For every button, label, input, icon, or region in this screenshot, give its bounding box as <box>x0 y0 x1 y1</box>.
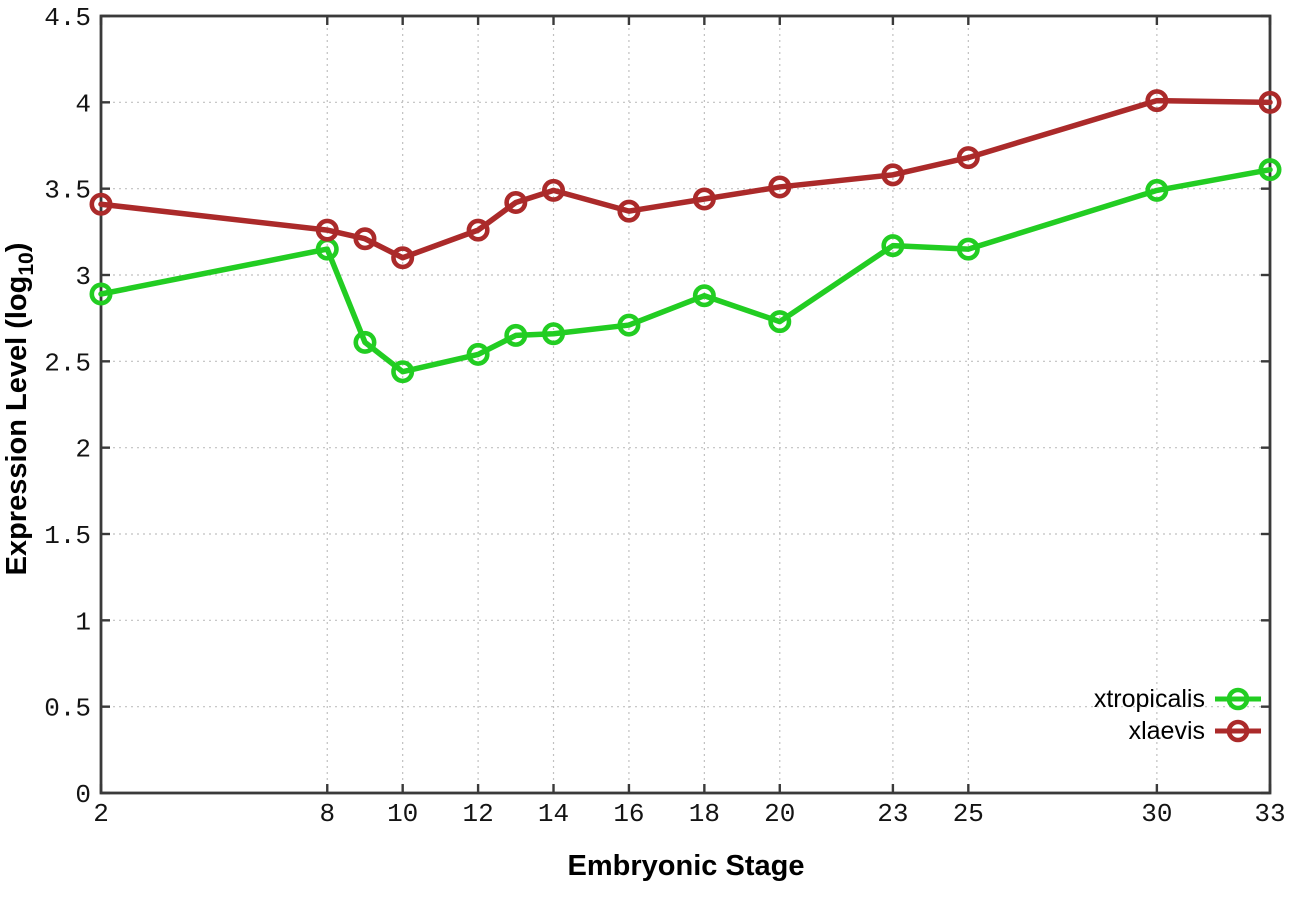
data-point-xtropicalis <box>692 284 716 308</box>
data-point-xtropicalis <box>1145 178 1169 202</box>
y-tick-label: 0.5 <box>44 694 91 724</box>
series-line-xlaevis <box>98 97 1273 261</box>
legend-marker-xtropicalis-icon <box>1215 687 1261 711</box>
y-axis-title-subscript: 10 <box>15 252 38 276</box>
x-tick-label: 33 <box>1254 799 1285 829</box>
data-point-xlaevis <box>1258 90 1282 114</box>
data-point-xlaevis <box>881 163 905 187</box>
y-tick-label: 4.5 <box>44 3 91 33</box>
data-point-xtropicalis <box>542 322 566 346</box>
y-tick-label: 1.5 <box>44 521 91 551</box>
data-point-xtropicalis <box>881 234 905 258</box>
data-point-xlaevis <box>768 175 792 199</box>
data-point-xlaevis <box>542 178 566 202</box>
y-tick-label: 2.5 <box>44 348 91 378</box>
data-point-xlaevis <box>504 190 528 214</box>
x-tick-label: 2 <box>93 799 109 829</box>
data-point-xtropicalis <box>504 323 528 347</box>
x-tick-label: 20 <box>764 799 795 829</box>
legend-item-xtropicalis: xtropicalis <box>1094 685 1262 713</box>
y-axis-title-text: Expression Level (log <box>1 275 33 576</box>
data-point-xlaevis <box>353 227 377 251</box>
data-point-xlaevis <box>466 218 490 242</box>
data-point-xlaevis <box>956 146 980 170</box>
y-tick-label: 1 <box>75 607 91 637</box>
x-tick-label: 8 <box>319 799 335 829</box>
y-tick-label: 3 <box>75 262 91 292</box>
x-tick-label: 23 <box>877 799 908 829</box>
x-tick-label: 10 <box>387 799 418 829</box>
plot-border <box>99 14 1272 795</box>
x-tick-label: 25 <box>953 799 984 829</box>
y-tick-label: 0 <box>75 780 91 810</box>
legend-label-xlaevis: xlaevis <box>1128 717 1205 745</box>
data-point-xtropicalis <box>956 237 980 261</box>
data-point-xtropicalis <box>353 330 377 354</box>
legend-item-xlaevis: xlaevis <box>1129 717 1262 745</box>
y-tick-label: 4 <box>75 89 91 119</box>
legend-label-xtropicalis: xtropicalis <box>1093 685 1205 713</box>
data-point-xtropicalis <box>1258 158 1282 182</box>
y-tick-label: 3.5 <box>44 176 91 206</box>
data-point-xlaevis <box>89 192 113 216</box>
x-tick-label: 30 <box>1141 799 1172 829</box>
x-tick-label: 14 <box>538 799 569 829</box>
y-tick-label: 2 <box>75 435 91 465</box>
data-point-xlaevis <box>617 199 641 223</box>
data-point-xlaevis <box>1145 89 1169 113</box>
x-tick-label: 18 <box>689 799 720 829</box>
data-point-xtropicalis <box>768 310 792 334</box>
data-point-xtropicalis <box>391 360 415 384</box>
data-point-xlaevis <box>692 187 716 211</box>
legend-marker-xlaevis-icon <box>1215 719 1261 743</box>
y-axis-title: Expression Level (log10) <box>0 149 45 669</box>
x-tick-label: 16 <box>613 799 644 829</box>
data-point-xtropicalis <box>617 313 641 337</box>
y-axis-title-close: ) <box>1 242 33 253</box>
data-point-xtropicalis <box>89 282 113 306</box>
data-point-xtropicalis <box>466 342 490 366</box>
x-tick-label: 12 <box>462 799 493 829</box>
x-axis-title: Embryonic Stage <box>567 850 805 882</box>
data-point-xlaevis <box>391 246 415 270</box>
data-point-xlaevis <box>315 218 339 242</box>
